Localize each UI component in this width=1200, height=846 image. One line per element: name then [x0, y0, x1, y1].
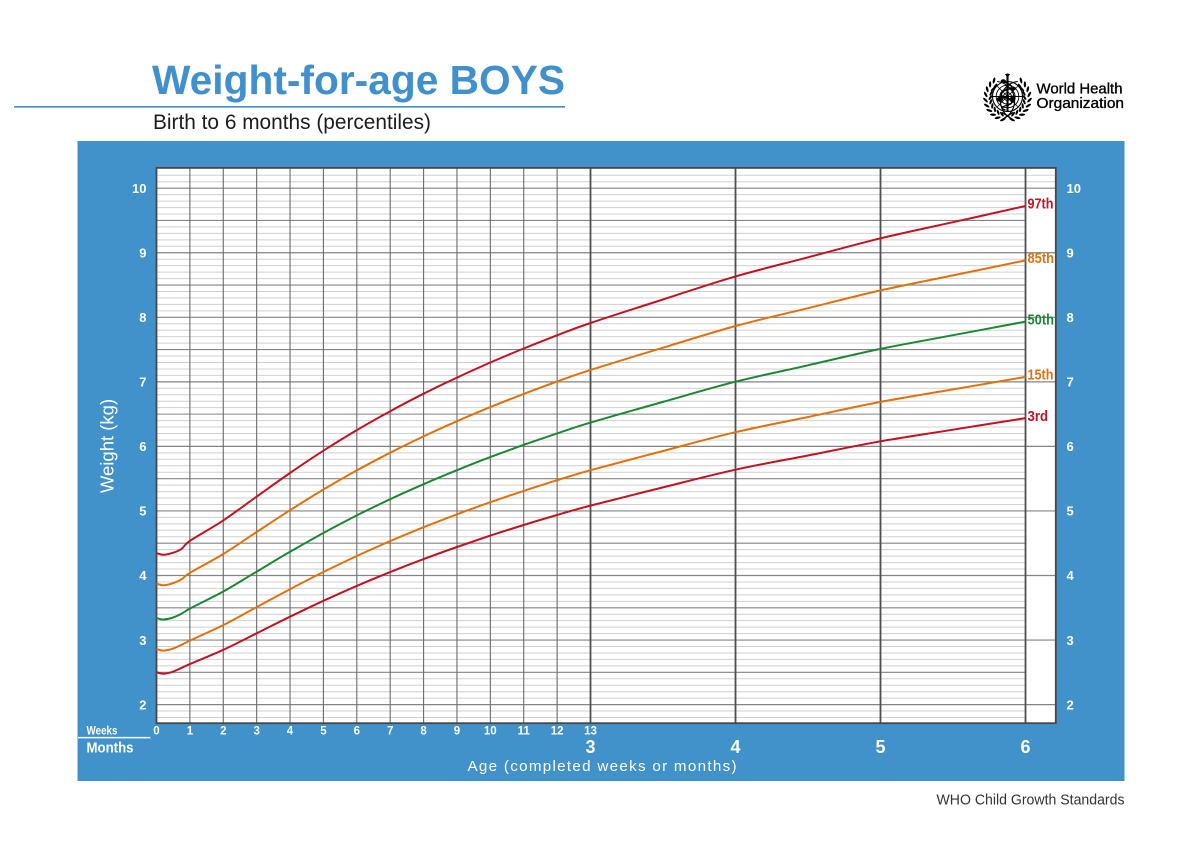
svg-text:97th: 97th — [1028, 197, 1054, 213]
svg-text:3: 3 — [585, 737, 595, 757]
svg-text:6: 6 — [1020, 737, 1030, 757]
svg-text:3rd: 3rd — [1028, 409, 1049, 425]
svg-text:Organization: Organization — [1037, 95, 1125, 112]
svg-text:3: 3 — [253, 725, 259, 737]
svg-text:Months: Months — [87, 740, 134, 756]
svg-text:5: 5 — [320, 725, 327, 737]
svg-text:8: 8 — [139, 310, 146, 325]
svg-text:0: 0 — [153, 725, 159, 737]
svg-text:5: 5 — [875, 737, 885, 757]
svg-text:9: 9 — [1067, 245, 1074, 260]
svg-text:Weight-for-age BOYS: Weight-for-age BOYS — [152, 57, 565, 103]
svg-text:2: 2 — [1067, 697, 1074, 712]
svg-text:4: 4 — [139, 568, 147, 583]
svg-text:Birth to 6 months (percentiles: Birth to 6 months (percentiles) — [153, 111, 431, 134]
svg-text:6: 6 — [354, 725, 360, 737]
svg-text:5: 5 — [139, 504, 146, 519]
svg-text:3: 3 — [139, 633, 146, 648]
svg-text:8: 8 — [1067, 310, 1074, 325]
svg-text:9: 9 — [139, 245, 146, 260]
svg-text:10: 10 — [1067, 181, 1081, 196]
svg-text:15th: 15th — [1028, 368, 1054, 384]
svg-text:50th: 50th — [1028, 312, 1055, 328]
svg-text:11: 11 — [518, 725, 531, 737]
svg-text:World Health: World Health — [1037, 81, 1123, 98]
svg-text:4: 4 — [1067, 568, 1075, 583]
svg-text:5: 5 — [1067, 504, 1074, 519]
svg-text:3: 3 — [1067, 633, 1074, 648]
svg-text:2: 2 — [220, 725, 226, 737]
svg-text:10: 10 — [484, 725, 497, 737]
svg-text:Weeks: Weeks — [87, 725, 118, 737]
svg-text:12: 12 — [551, 725, 564, 737]
svg-text:WHO Child Growth Standards: WHO Child Growth Standards — [937, 793, 1125, 809]
svg-text:6: 6 — [1067, 439, 1074, 454]
svg-text:6: 6 — [139, 439, 146, 454]
svg-text:4: 4 — [287, 725, 294, 737]
svg-text:Weight (kg): Weight (kg) — [97, 399, 118, 493]
svg-text:9: 9 — [454, 725, 460, 737]
svg-text:13: 13 — [584, 725, 597, 737]
svg-text:8: 8 — [420, 725, 427, 737]
svg-text:85th: 85th — [1028, 251, 1055, 267]
svg-text:10: 10 — [132, 181, 146, 196]
svg-text:Age (completed weeks or months: Age (completed weeks or months) — [468, 758, 737, 775]
svg-text:1: 1 — [187, 725, 194, 737]
svg-text:7: 7 — [387, 725, 393, 737]
svg-text:2: 2 — [139, 697, 146, 712]
svg-text:4: 4 — [730, 737, 740, 757]
svg-text:7: 7 — [1067, 375, 1074, 390]
svg-text:7: 7 — [139, 375, 146, 390]
